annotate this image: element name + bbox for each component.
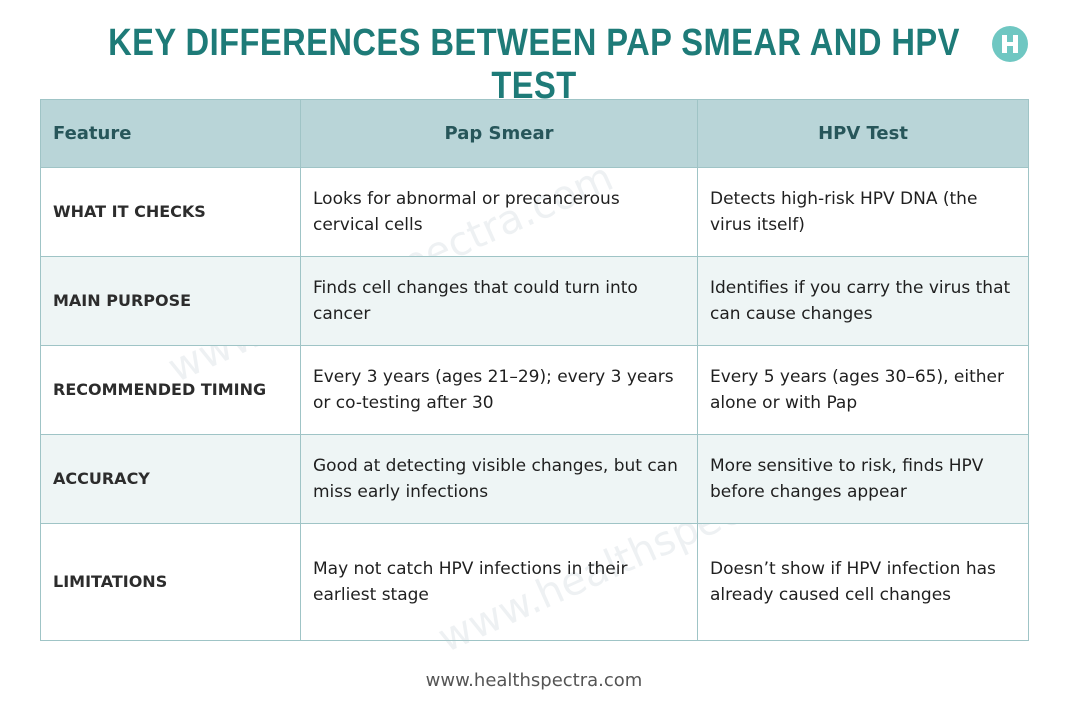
header-pap-smear: Pap Smear <box>300 99 698 168</box>
comparison-table: Feature Pap Smear HPV Test WHAT IT CHECK… <box>40 99 1029 641</box>
feature-cell: LIMITATIONS <box>40 523 301 641</box>
footer-url: www.healthspectra.com <box>425 670 643 691</box>
hpv-cell: More sensitive to risk, finds HPV before… <box>697 434 1029 524</box>
hpv-cell: Every 5 years (ages 30–65), either alone… <box>697 345 1029 435</box>
feature-cell: ACCURACY <box>40 434 301 524</box>
hpv-cell: Identifies if you carry the virus that c… <box>697 256 1029 346</box>
page-title: KEY DIFFERENCES BETWEEN PAP SMEAR AND HP… <box>108 22 960 107</box>
hpv-cell: Doesn’t show if HPV infection has alread… <box>697 523 1029 641</box>
hpv-cell: Detects high-risk HPV DNA (the virus its… <box>697 167 1029 257</box>
table-row: ACCURACY Good at detecting visible chang… <box>40 434 1029 524</box>
pap-cell: Looks for abnormal or precancerous cervi… <box>300 167 698 257</box>
pap-cell: Every 3 years (ages 21–29); every 3 year… <box>300 345 698 435</box>
table-row: MAIN PURPOSE Finds cell changes that cou… <box>40 256 1029 346</box>
h-logo-icon <box>1002 35 1018 53</box>
table-row: RECOMMENDED TIMING Every 3 years (ages 2… <box>40 345 1029 435</box>
feature-cell: WHAT IT CHECKS <box>40 167 301 257</box>
header-feature: Feature <box>40 99 301 168</box>
table-header-row: Feature Pap Smear HPV Test <box>40 99 1029 168</box>
feature-cell: RECOMMENDED TIMING <box>40 345 301 435</box>
pap-cell: May not catch HPV infections in their ea… <box>300 523 698 641</box>
pap-cell: Finds cell changes that could turn into … <box>300 256 698 346</box>
healthspectra-logo <box>992 26 1028 62</box>
table-row: LIMITATIONS May not catch HPV infections… <box>40 523 1029 641</box>
header-hpv-test: HPV Test <box>697 99 1029 168</box>
feature-cell: MAIN PURPOSE <box>40 256 301 346</box>
table-row: WHAT IT CHECKS Looks for abnormal or pre… <box>40 167 1029 257</box>
pap-cell: Good at detecting visible changes, but c… <box>300 434 698 524</box>
